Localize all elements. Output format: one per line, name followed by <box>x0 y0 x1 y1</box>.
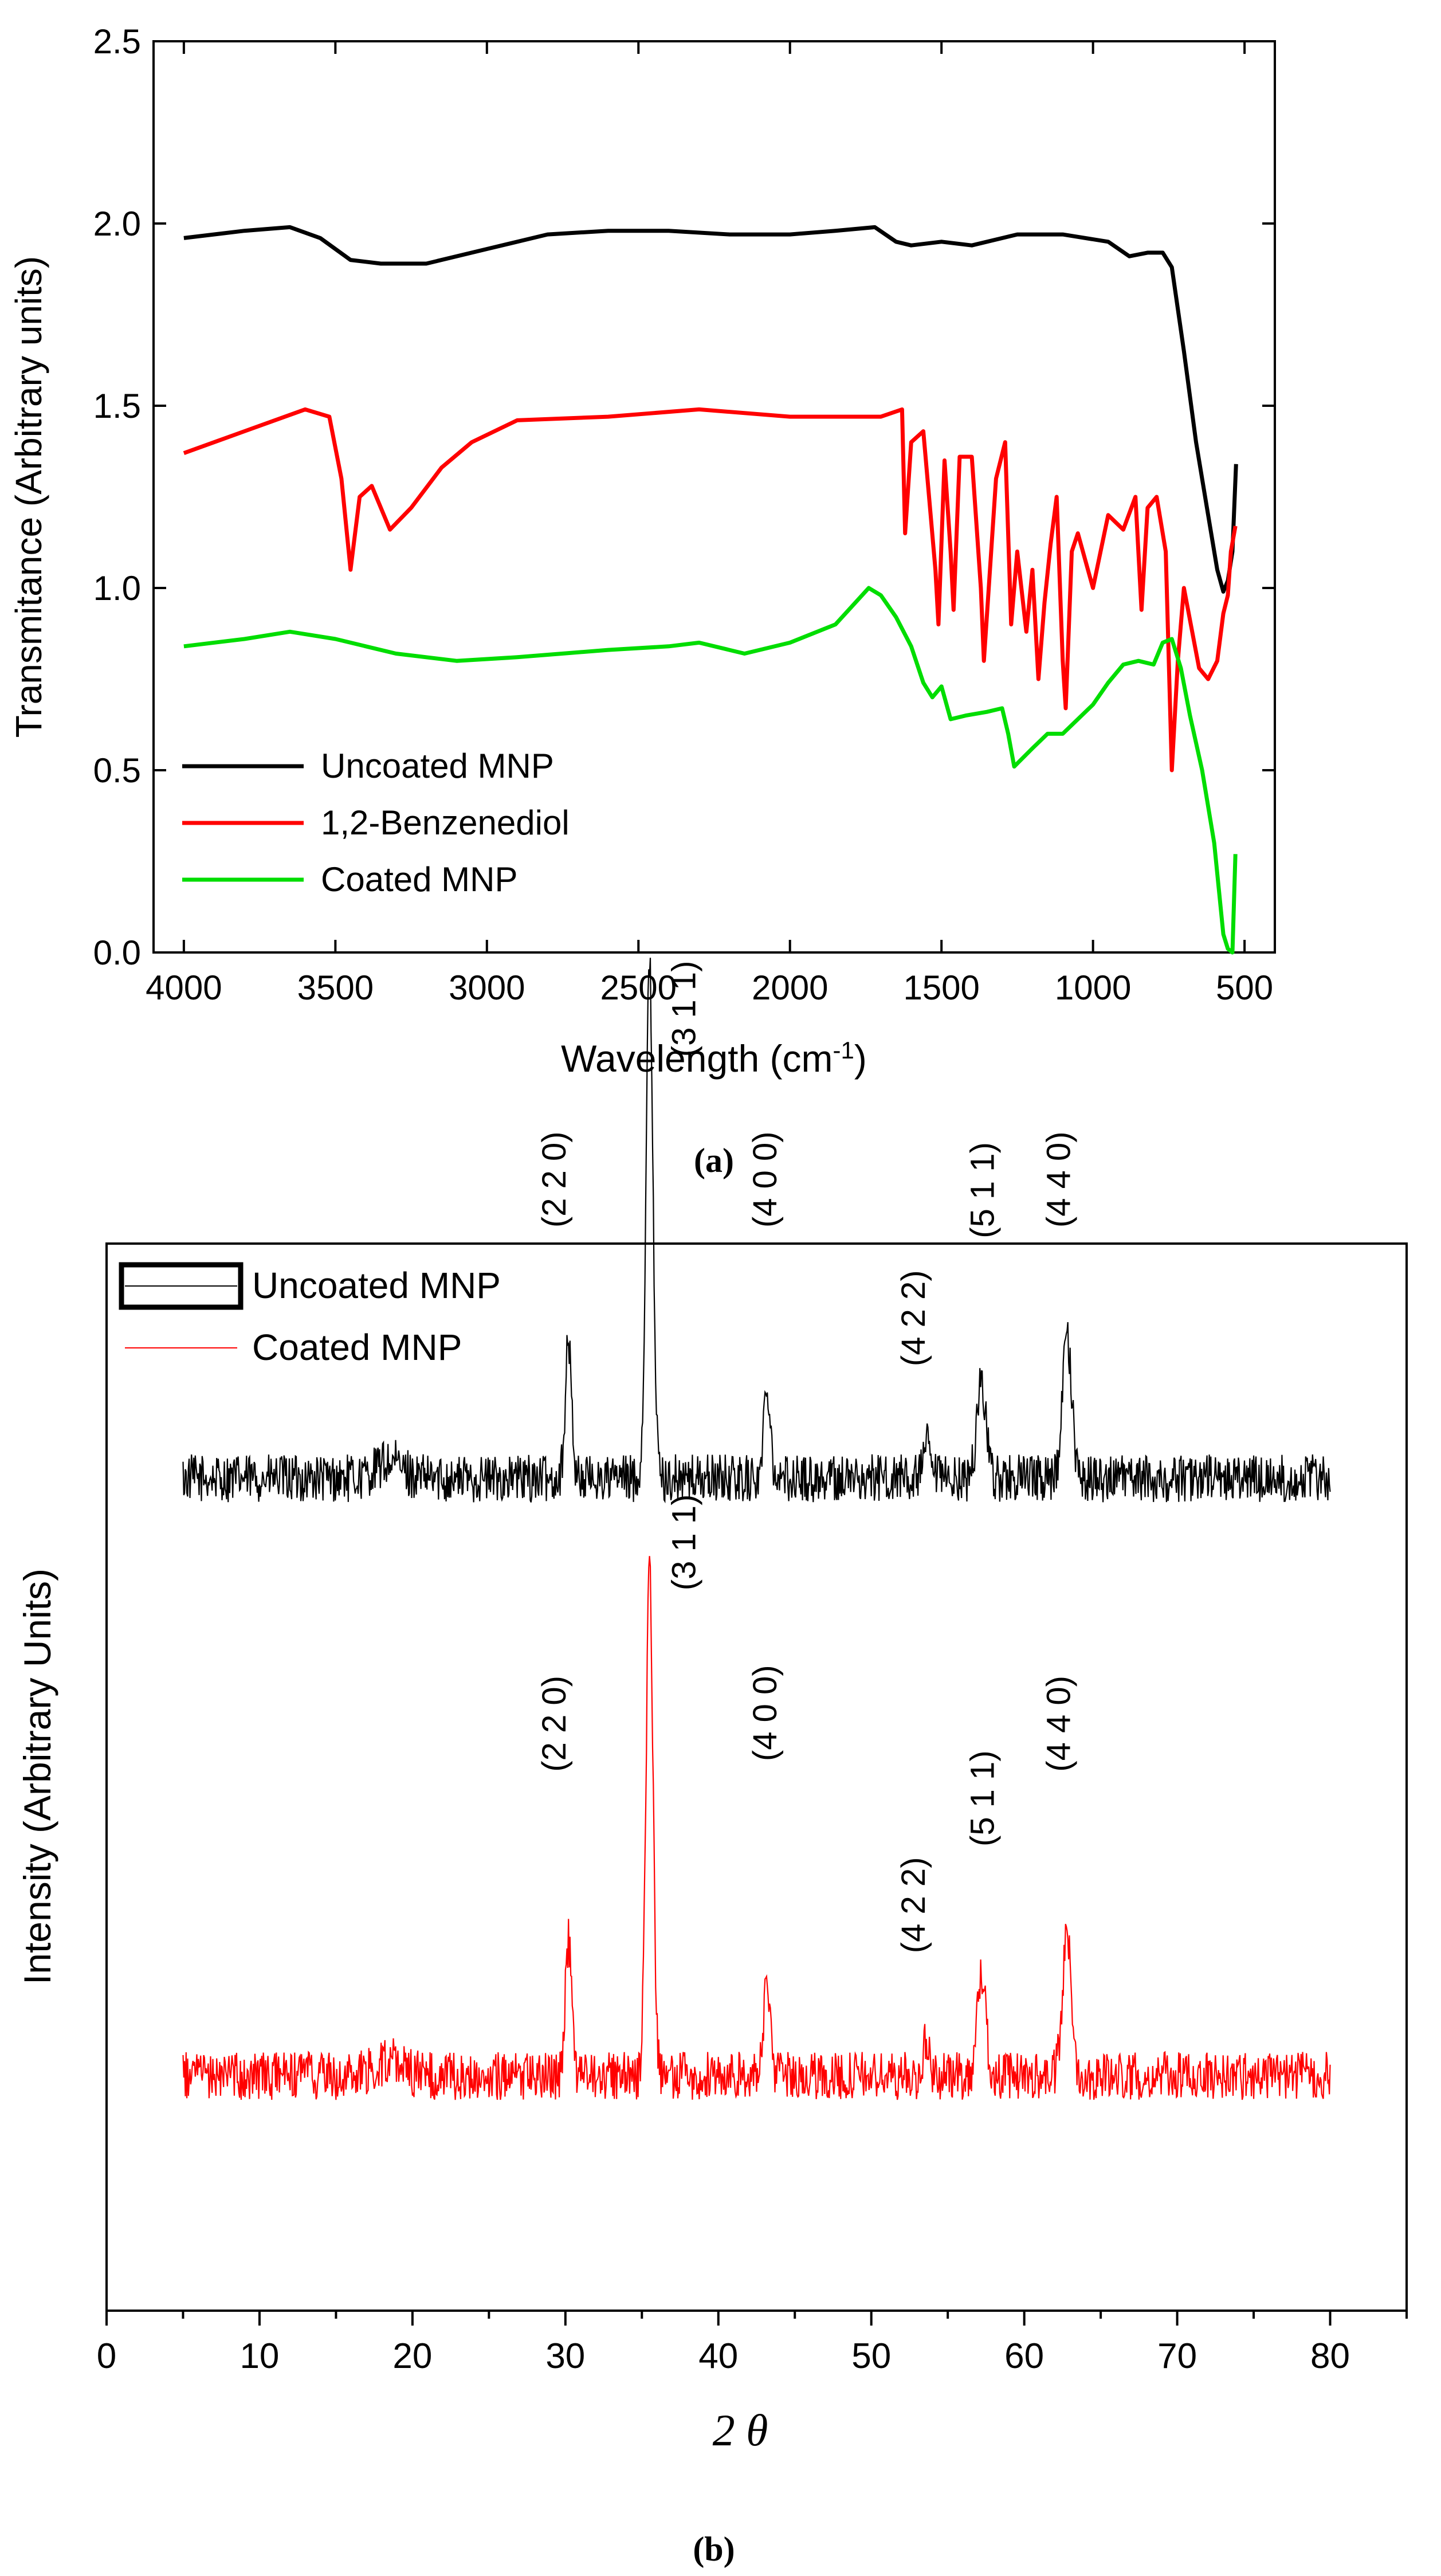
legend-label-uncoated-mnp-b: Uncoated MNP <box>252 1265 501 1306</box>
panel-b-x-axis-label: 2 θ <box>713 2405 768 2455</box>
panel-b-x-tick-label: 10 <box>239 2336 279 2376</box>
panel-a-legend: Uncoated MNP 1,2-Benzenediol Coated MNP <box>182 747 570 899</box>
peak-label-coated: (4 0 0) <box>747 1665 784 1761</box>
peak-label-coated: (2 2 0) <box>536 1676 573 1772</box>
panel-b-plot-frame <box>105 1242 1408 2312</box>
peak-label-uncoated: (2 2 0) <box>536 1131 573 1228</box>
peak-label-coated: (4 4 0) <box>1040 1676 1078 1772</box>
panel-a-x-tick-label: 3500 <box>297 969 374 1007</box>
panel-a-series-line-0 <box>183 225 1238 594</box>
legend-label-coated-mnp-b: Coated MNP <box>252 1327 462 1368</box>
panel-a-ftir-chart: 0.0 0.5 1.0 1.5 2.0 2.5 4000 3500 3000 2500 2000 1… <box>8 22 1276 1080</box>
panel-a-y-axis-label: Transmitance (Arbitrary units) <box>8 256 49 738</box>
panel-a-y-tick-label: 1.5 <box>93 387 141 425</box>
peak-label-uncoated: (4 4 0) <box>1040 1131 1078 1228</box>
panel-b-xrd-chart: 0 10 20 30 40 50 60 70 80 (2 2 0)(3 1 1)(4 0 0)(… <box>16 958 1408 2455</box>
panel-b-legend: Uncoated MNP Coated MNP <box>119 1262 501 1368</box>
panel-b-x-tick-label: 80 <box>1310 2336 1350 2376</box>
peak-label-coated: (5 1 1) <box>964 1750 1001 1846</box>
panel-a-y-tick-label: 0.5 <box>93 751 141 790</box>
panel-a-y-tick-label: 2.5 <box>93 22 141 61</box>
panel-b-series-line-0 <box>182 958 1331 1504</box>
legend-label-uncoated-mnp: Uncoated MNP <box>321 747 554 785</box>
panel-a-plot-frame <box>152 40 1276 954</box>
panel-a-series-line-2 <box>183 586 1238 955</box>
peak-label-uncoated: (4 0 0) <box>747 1131 784 1228</box>
panel-b-x-tick-label: 30 <box>545 2336 585 2376</box>
panel-a-series-line-1 <box>183 407 1238 773</box>
panel-b-x-tick-label: 70 <box>1157 2336 1197 2376</box>
caption-b: (b) <box>693 2530 735 2568</box>
peak-label-uncoated: (4 2 2) <box>895 1270 932 1366</box>
panel-b-x-tick-label: 40 <box>698 2336 738 2376</box>
panel-a-x-tick-label: 4000 <box>146 969 222 1007</box>
panel-a-x-axis-label: Wavelength (cm-1) <box>561 1037 867 1080</box>
panel-a-x-tick-label: 1000 <box>1055 969 1131 1007</box>
panel-b-x-ticks: 0 10 20 30 40 50 60 70 80 <box>97 2311 1408 2376</box>
panel-a-x-tick-label: 500 <box>1216 969 1273 1007</box>
panel-a-x-tick-label: 3000 <box>449 969 525 1007</box>
panel-a-x-tick-label: 1500 <box>903 969 979 1007</box>
panel-a-y-tick-label: 2.0 <box>93 205 141 243</box>
panel-b-series-line-1 <box>182 1556 1331 2100</box>
panel-a-x-ticks: 4000 3500 3000 2500 2000 1500 1000 500 <box>146 41 1273 1007</box>
panel-b-x-tick-label: 50 <box>851 2336 891 2376</box>
panel-a-series <box>183 225 1238 955</box>
panel-a-x-tick-label: 2000 <box>752 969 828 1007</box>
peak-label-coated: (4 2 2) <box>895 1857 932 1954</box>
panel-b-x-tick-label: 60 <box>1004 2336 1044 2376</box>
peak-label-uncoated: (5 1 1) <box>964 1142 1001 1238</box>
panel-b-x-tick-label: 20 <box>392 2336 432 2376</box>
panel-b-y-axis-label: Intensity (Arbitrary Units) <box>16 1569 58 1985</box>
legend-label-benzenediol: 1,2-Benzenediol <box>321 803 570 842</box>
panel-a-y-tick-label: 1.0 <box>93 569 141 607</box>
peak-label-coated: (3 1 1) <box>666 1495 703 1591</box>
panel-a-y-ticks: 0.0 0.5 1.0 1.5 2.0 2.5 <box>93 22 1275 972</box>
legend-label-coated-mnp: Coated MNP <box>321 860 517 899</box>
panel-b-x-tick-label: 0 <box>97 2336 116 2376</box>
panel-a-x-tick-label: 2500 <box>600 969 677 1007</box>
peak-label-uncoated: (3 1 1) <box>666 961 703 1057</box>
panel-b-peak-labels: (2 2 0) (3 1 1) (4 0 0) (4 2 2) (5 1 1) (4 4 … <box>536 961 1078 1954</box>
panel-b-series <box>182 958 1331 2100</box>
panel-a-y-tick-label: 0.0 <box>93 934 141 972</box>
legend-swatch-uncoated-mnp-box <box>119 1262 244 1310</box>
caption-a: (a) <box>694 1142 734 1179</box>
